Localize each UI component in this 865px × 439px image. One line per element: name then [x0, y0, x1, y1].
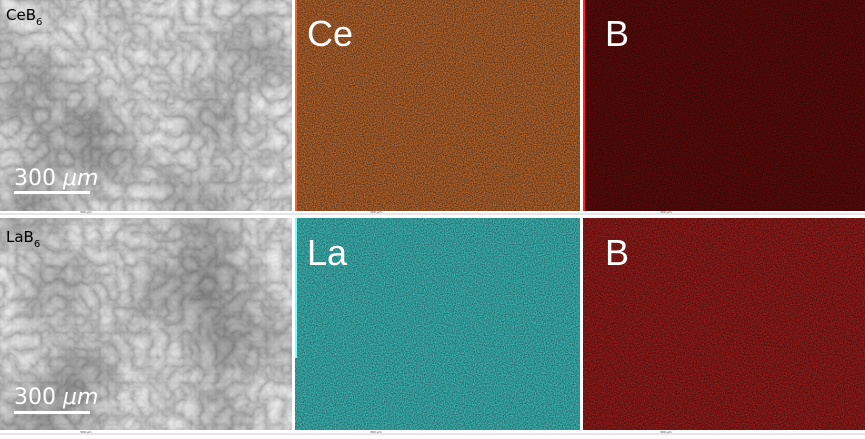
- footer-text: 300 μm: [370, 430, 382, 434]
- element-label: B: [605, 13, 629, 54]
- footer-text: 300 μm: [80, 210, 92, 214]
- footer-text: 300 μm: [370, 210, 382, 214]
- footer-text: 300 μm: [80, 430, 92, 434]
- footer-text: 300 μm: [660, 210, 672, 214]
- footer-text: 300 μm: [660, 430, 672, 434]
- map-edge: [295, 0, 297, 211]
- row: LaB6 300 μm La B 300 μm 300 μm 300 μm: [0, 218, 865, 434]
- row: CeB6 300 μm Ce B 300 μm 300 μm 300 μm: [0, 0, 865, 214]
- scale-bar: [14, 411, 90, 414]
- map-edge: [295, 218, 297, 358]
- scale-label: 300 μm: [14, 166, 98, 191]
- map-edge: [583, 0, 585, 211]
- sample-name: CeB: [6, 6, 36, 24]
- scale-number: 300: [14, 385, 56, 410]
- sample-name: LaB: [6, 228, 34, 246]
- scale-unit: μm: [62, 385, 98, 410]
- scale-label: 300 μm: [14, 385, 98, 410]
- element-label: B: [605, 232, 629, 273]
- scale-number: 300: [14, 166, 56, 191]
- element-label: La: [307, 232, 348, 273]
- sample-subscript: 6: [36, 17, 42, 28]
- figure: CeB6 300 μm Ce B 300 μm 300 μm 300 μm La…: [0, 0, 865, 439]
- element-label: Ce: [307, 13, 353, 54]
- scale-bar: [14, 191, 90, 194]
- sample-subscript: 6: [34, 239, 40, 250]
- scale-unit: μm: [62, 166, 98, 191]
